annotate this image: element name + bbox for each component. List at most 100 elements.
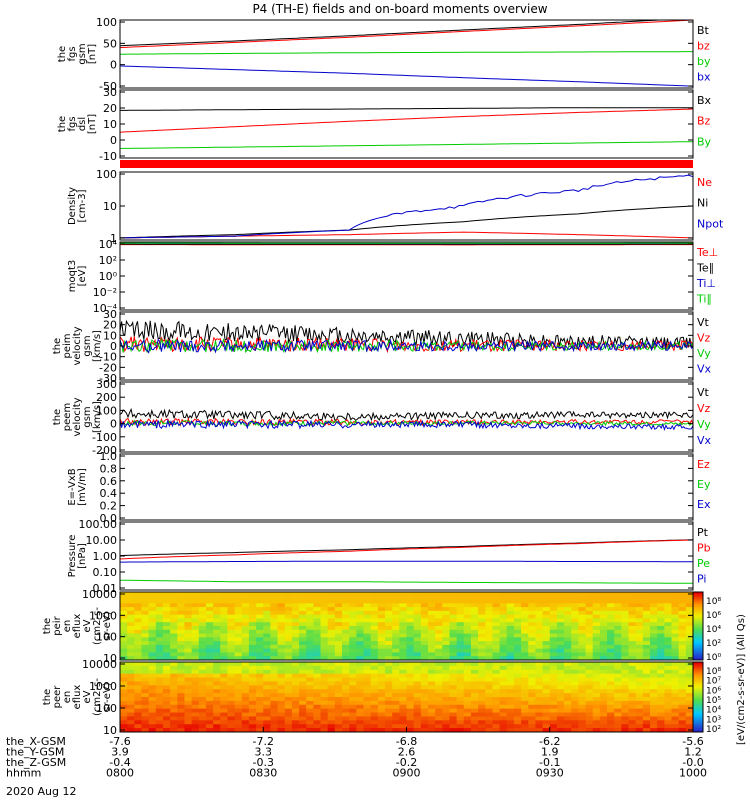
heatmap-cell xyxy=(241,648,250,654)
heatmap-cell xyxy=(248,704,257,710)
heatmap-cell xyxy=(413,689,422,694)
heatmap-cell xyxy=(485,693,494,698)
heatmap-cell xyxy=(585,665,594,671)
heatmap-cell xyxy=(642,626,651,631)
heatmap-cell xyxy=(270,599,279,604)
heatmap-cell xyxy=(571,662,579,667)
y-tick-label: 0 xyxy=(110,418,117,431)
heatmap-cell xyxy=(363,607,372,612)
heatmap-cell xyxy=(220,644,229,650)
heatmap-cell xyxy=(313,728,322,732)
heatmap-cell xyxy=(277,700,286,706)
heatmap-cell xyxy=(463,610,472,616)
heatmap-cell xyxy=(291,700,300,706)
heatmap-cell xyxy=(198,656,207,660)
heatmap-cell xyxy=(370,708,379,714)
heatmap-cell xyxy=(420,724,429,729)
heatmap-cell xyxy=(184,712,193,718)
heatmap-cell xyxy=(614,700,622,706)
heatmap-cell xyxy=(678,637,687,642)
heatmap-cell xyxy=(177,599,186,604)
heatmap-cell xyxy=(478,618,486,623)
heatmap-cell xyxy=(535,633,544,638)
heatmap-cell xyxy=(263,633,272,638)
heatmap-cell xyxy=(177,633,186,638)
heatmap-cell xyxy=(256,652,264,657)
heatmap-cell xyxy=(549,677,558,683)
heatmap-cell xyxy=(413,700,422,706)
legend-Ni: Ni xyxy=(697,197,708,210)
heatmap-cell xyxy=(370,728,379,732)
heatmap-cell xyxy=(542,633,551,638)
heatmap-cell xyxy=(427,626,436,631)
heatmap-cell xyxy=(148,665,157,671)
heatmap-cell xyxy=(349,708,357,714)
heatmap-cell xyxy=(671,644,680,650)
heatmap-cell xyxy=(678,614,687,620)
heatmap-cell xyxy=(592,681,601,686)
heatmap-cell xyxy=(585,599,594,604)
heatmap-cell xyxy=(592,644,601,650)
heatmap-cell xyxy=(227,629,236,635)
heatmap-cell xyxy=(427,629,436,635)
heatmap-cell xyxy=(177,700,186,706)
heatmap-cell xyxy=(155,669,164,675)
heatmap-cell xyxy=(685,644,693,650)
heatmap-cell xyxy=(120,633,128,638)
heatmap-cell xyxy=(678,681,687,686)
heatmap-cell xyxy=(241,697,250,702)
heatmap-cell xyxy=(463,669,472,675)
heatmap-cell xyxy=(528,626,537,631)
heatmap-cell xyxy=(134,700,143,706)
heatmap-cell xyxy=(549,724,558,729)
y-axis-label: the peir en eflux eV (cm2-s-sr-eV) xyxy=(42,607,113,645)
heatmap-cell xyxy=(248,618,257,623)
heatmap-cell xyxy=(650,697,658,702)
heatmap-cell xyxy=(513,633,522,638)
heatmap-cell xyxy=(162,712,171,718)
heatmap-cell xyxy=(291,693,300,698)
heatmap-cell xyxy=(564,610,572,616)
heatmap-cell xyxy=(177,592,186,597)
heatmap-cell xyxy=(162,599,171,604)
heatmap-cell xyxy=(470,704,479,710)
heatmap-cell xyxy=(299,618,307,623)
heatmap-cell xyxy=(470,728,479,732)
heatmap-cell xyxy=(607,673,615,679)
heatmap-cell xyxy=(120,595,128,601)
heatmap-cell xyxy=(592,724,601,729)
heatmap-cell xyxy=(342,633,350,638)
heatmap-cell xyxy=(256,603,264,608)
heatmap-cell xyxy=(191,728,200,732)
heatmap-cell xyxy=(592,716,601,721)
heatmap-cell xyxy=(334,595,343,601)
heatmap-cell xyxy=(349,662,357,667)
heatmap-cell xyxy=(377,641,386,646)
heatmap-cell xyxy=(256,648,264,654)
heatmap-cell xyxy=(363,648,372,654)
colorbar-cell xyxy=(693,679,703,682)
heatmap-cell xyxy=(456,712,465,718)
heatmap-cell xyxy=(578,720,587,725)
heatmap-cell xyxy=(241,656,250,660)
heatmap-cell xyxy=(678,622,687,627)
heatmap-cell xyxy=(299,681,307,686)
heatmap-cell xyxy=(635,652,644,657)
ephemeris-value: -6.2 xyxy=(539,735,560,748)
heatmap-cell xyxy=(241,728,250,732)
heatmap-cell xyxy=(363,685,372,690)
y-axis-label-line: Density xyxy=(67,187,78,225)
heatmap-cell xyxy=(213,610,221,616)
heatmap-cell xyxy=(377,673,386,679)
heatmap-cell xyxy=(198,618,207,623)
y-tick-label: 100.00 xyxy=(79,518,118,531)
heatmap-cell xyxy=(564,669,572,675)
colorbar-frame xyxy=(692,661,704,733)
heatmap-cell xyxy=(442,685,451,690)
heatmap-cell xyxy=(456,669,465,675)
heatmap-cell xyxy=(492,607,501,612)
heatmap-cell xyxy=(184,681,193,686)
heatmap-cell xyxy=(621,614,630,620)
heatmap-cell xyxy=(449,724,458,729)
heatmap-cell xyxy=(456,673,465,679)
